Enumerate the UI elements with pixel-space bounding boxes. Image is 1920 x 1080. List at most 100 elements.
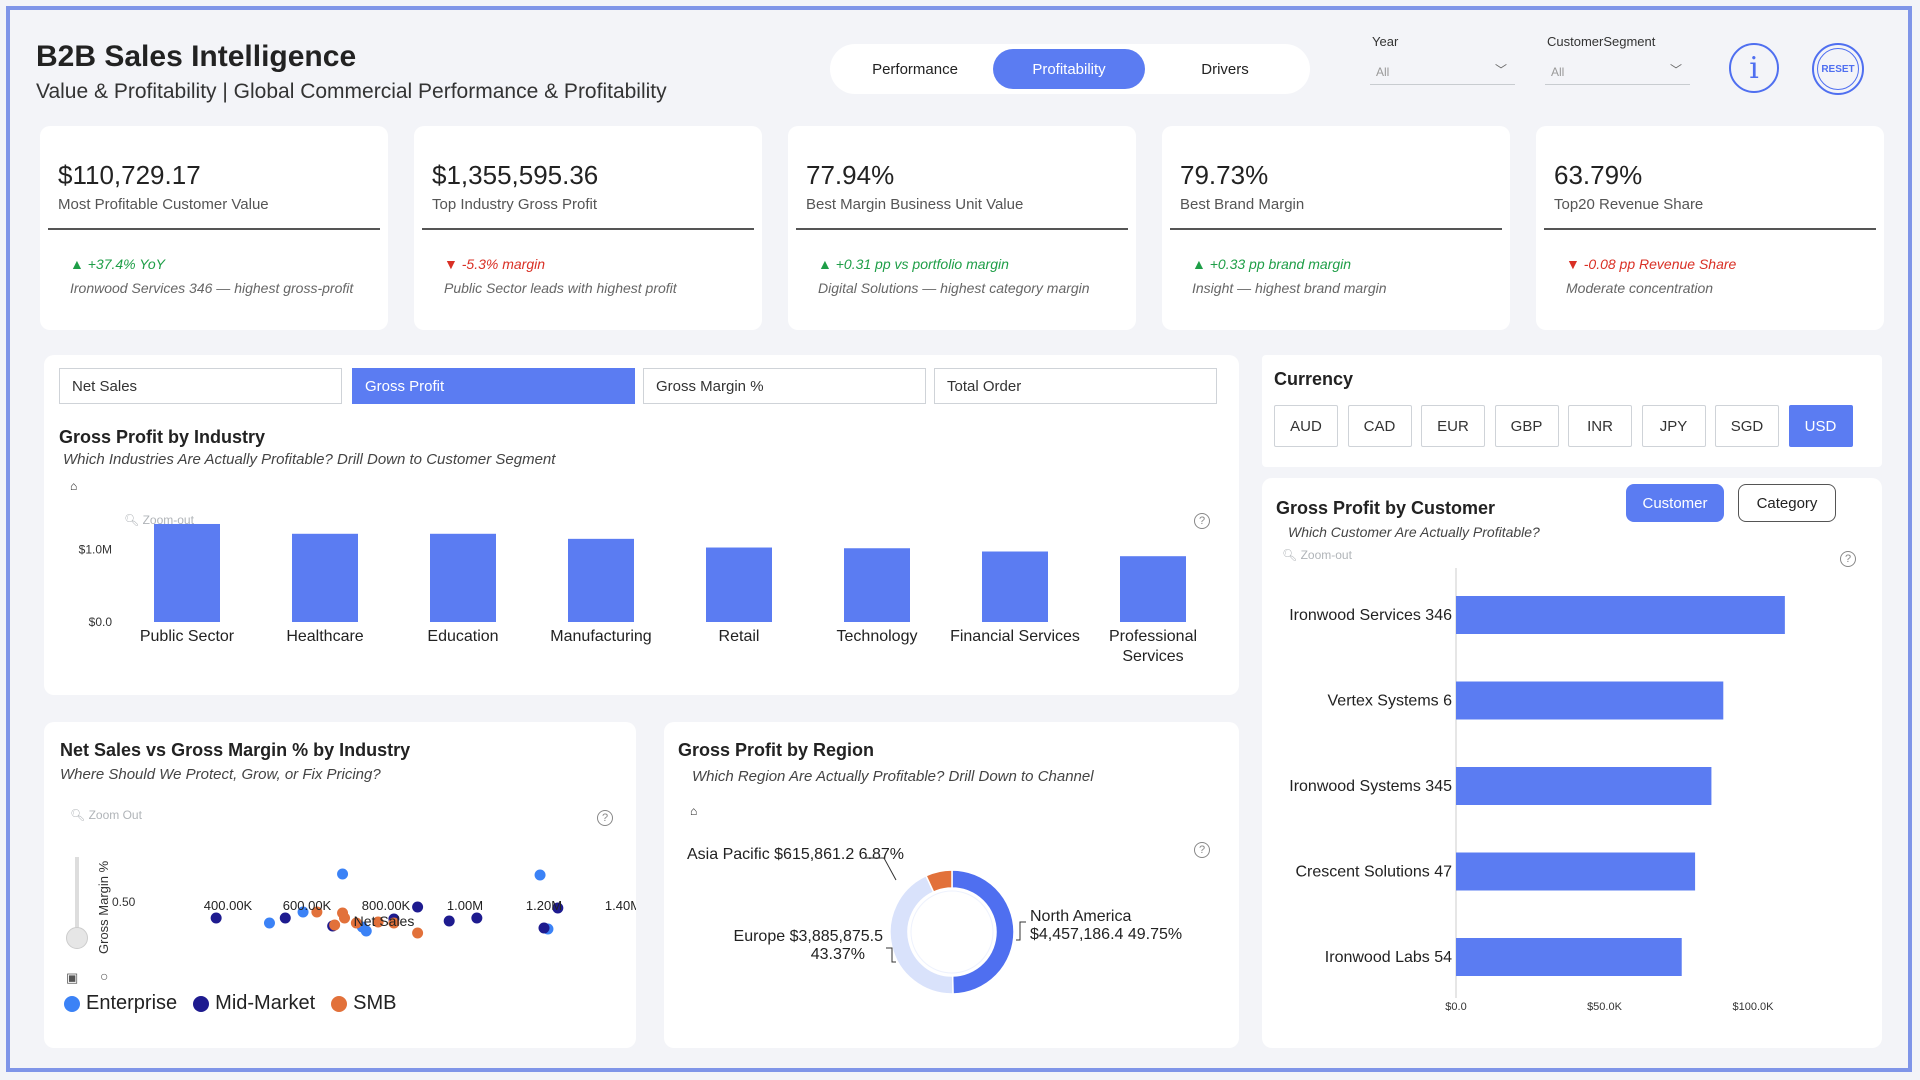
europe-label-value: Europe $3,885,875.5 [733, 928, 883, 945]
customer-chart-title: Gross Profit by Customer [1276, 498, 1496, 518]
scatter-point-enterprise[interactable] [337, 868, 349, 880]
customer-chart-card: Gross Profit by Customer Which Customer … [1262, 478, 1882, 1048]
bar-education[interactable] [430, 533, 496, 622]
lasso-icon[interactable]: ○ [100, 968, 109, 984]
segment-filter-select[interactable]: All ﹀ [1545, 55, 1690, 85]
kpi-label: Top20 Revenue Share [1554, 196, 1704, 213]
y-tick-label: Ironwood Systems 345 [1289, 778, 1452, 795]
scatter-zoom-slider-handle[interactable] [66, 927, 88, 949]
kpi-note: Moderate concentration [1566, 280, 1714, 296]
y-tick-label: $1.0M [79, 543, 112, 557]
metric-gross-margin-button[interactable]: Gross Margin % [643, 368, 926, 404]
currency-jpy-button[interactable]: JPY [1641, 405, 1706, 447]
currency-usd-button[interactable]: USD [1788, 405, 1853, 447]
tab-profitability[interactable]: Profitability [993, 49, 1145, 89]
currency-cad-button[interactable]: CAD [1347, 405, 1412, 447]
metric-total-order-button[interactable]: Total Order [934, 368, 1217, 404]
zoom-label: Zoom Out [88, 808, 142, 822]
scatter-point-enterprise[interactable] [360, 925, 372, 937]
currency-aud-button[interactable]: AUD [1274, 405, 1338, 447]
customer-zoom-out[interactable]: 🔍︎ Zoom-out [1282, 548, 1352, 562]
scatter-zoom-out[interactable]: 🔍︎ Zoom Out [70, 808, 142, 822]
bar-crescent-solutions-47[interactable] [1456, 852, 1696, 891]
scatter-point-smb[interactable] [329, 919, 341, 931]
scatter-point-smb[interactable] [339, 912, 351, 924]
scatter-point-mid-market[interactable] [538, 922, 550, 934]
donut-slice-north-america[interactable] [951, 869, 1015, 995]
year-filter-select[interactable]: All ﹀ [1370, 55, 1515, 85]
industry-chart-title: Gross Profit by Industry [59, 427, 266, 447]
scatter-point-smb[interactable] [350, 917, 362, 929]
scatter-point-enterprise[interactable] [297, 906, 309, 918]
bar-financial-services[interactable] [982, 551, 1048, 623]
home-icon[interactable]: ⌂ [70, 479, 78, 493]
kpi-card: 63.79% Top20 Revenue Share ▼ -0.08 pp Re… [1536, 126, 1884, 330]
scatter-point-smb[interactable] [388, 917, 400, 929]
reset-button[interactable]: RESET [1812, 43, 1864, 95]
bar-vertex-systems-6[interactable] [1456, 681, 1724, 720]
leader-line-north-america [1016, 921, 1026, 941]
bar-public-sector[interactable] [154, 523, 220, 622]
kpi-card: 77.94% Best Margin Business Unit Value ▲… [788, 126, 1136, 330]
donut-slice-europe[interactable] [889, 874, 954, 995]
bar-ironwood-services-346[interactable] [1456, 596, 1785, 634]
currency-eur-button[interactable]: EUR [1421, 405, 1485, 447]
help-icon[interactable]: ? [1194, 842, 1210, 858]
europe-label-pct: 43.37% [810, 946, 865, 963]
kpi-delta: ▲ +0.31 pp vs portfolio margin [818, 256, 1009, 272]
legend-item[interactable]: Mid-Market [193, 992, 315, 1015]
bar-technology[interactable] [844, 548, 910, 622]
scatter-point-mid-market[interactable] [412, 901, 424, 913]
kpi-divider [1544, 228, 1876, 230]
segment-filter-label: CustomerSegment [1547, 34, 1656, 49]
bar-healthcare[interactable] [292, 533, 358, 622]
help-icon[interactable]: ? [597, 810, 613, 826]
scatter-point-mid-market[interactable] [552, 902, 564, 914]
currency-gbp-button[interactable]: GBP [1494, 405, 1559, 447]
scatter-point-smb[interactable] [412, 927, 424, 939]
bar-professional-services[interactable] [1120, 556, 1186, 622]
scatter-point-enterprise[interactable] [534, 869, 546, 881]
zoom-label: Zoom-out [142, 513, 194, 527]
north-america-label-value: $4,457,186.4 49.75% [1030, 926, 1183, 943]
kpi-delta: ▼ -5.3% margin [444, 256, 546, 272]
x-tick-label: Education [427, 628, 498, 645]
industry-zoom-out[interactable]: 🔍︎ Zoom-out [124, 513, 194, 527]
legend-label: SMB [353, 992, 397, 1014]
bar-manufacturing[interactable] [568, 538, 634, 622]
scatter-point-mid-market[interactable] [471, 912, 483, 924]
home-icon[interactable]: ⌂ [690, 804, 698, 818]
region-chart-card: Gross Profit by Region Which Region Are … [664, 722, 1239, 1048]
metric-net-sales-button[interactable]: Net Sales [59, 368, 342, 404]
help-icon[interactable]: ? [1840, 551, 1856, 567]
x-tick-label: 800.00K [362, 898, 411, 913]
scatter-point-enterprise[interactable] [263, 917, 275, 929]
metric-gross-profit-button[interactable]: Gross Profit [352, 368, 635, 404]
help-icon[interactable]: ? [1194, 513, 1210, 529]
tab-drivers[interactable]: Drivers [1201, 60, 1249, 78]
legend-item[interactable]: Enterprise [64, 992, 177, 1015]
asia-pacific-label: Asia Pacific $615,861.2 6.87% [687, 846, 905, 863]
scatter-point-mid-market[interactable] [443, 915, 455, 927]
donut-slice-asia-pacific[interactable] [925, 869, 953, 894]
info-icon[interactable]: i [1729, 43, 1779, 93]
scatter-point-mid-market[interactable] [210, 912, 222, 924]
bar-ironwood-systems-345[interactable] [1456, 767, 1712, 805]
kpi-card: 79.73% Best Brand Margin ▲ +0.33 pp bran… [1162, 126, 1510, 330]
scatter-point-mid-market[interactable] [279, 912, 291, 924]
customer-toggle-button[interactable]: Customer [1626, 484, 1724, 522]
bar-ironwood-labs-54[interactable] [1456, 938, 1682, 976]
customer-bar-chart: Ironwood Services 346 Vertex Systems 6 Iro… [1289, 568, 1785, 1013]
category-toggle-button[interactable]: Category [1738, 484, 1836, 522]
currency-sgd-button[interactable]: SGD [1715, 405, 1779, 447]
tab-performance[interactable]: Performance [872, 60, 958, 78]
leader-line-europe [886, 947, 896, 963]
x-tick-label: Services [1122, 648, 1183, 665]
kpi-value: $110,729.17 [58, 160, 201, 190]
scatter-point-smb[interactable] [372, 916, 384, 928]
scatter-point-smb[interactable] [311, 906, 323, 918]
legend-item[interactable]: SMB [331, 992, 397, 1015]
image-icon[interactable]: ▣ [66, 970, 79, 985]
bar-retail[interactable] [706, 547, 772, 622]
currency-inr-button[interactable]: INR [1568, 405, 1632, 447]
